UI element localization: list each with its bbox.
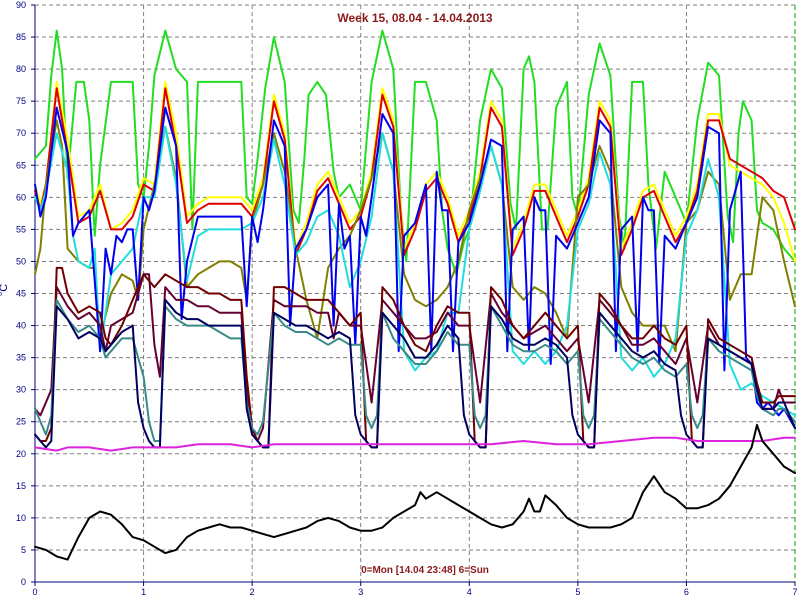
series-line-1 [34,29,796,276]
y-tick-label: 30 [16,385,26,395]
x-tick-label: 7 [792,587,797,597]
x-tick-label: 1 [141,587,146,597]
y-tick-label: 90 [16,0,26,10]
x-tick-label: 6 [684,587,689,597]
series-line-12 [34,423,796,561]
chart-title: Week 15, 08.04 - 14.04.2013 [337,11,493,25]
y-tick-label: 25 [16,417,26,427]
y-tick-label: 75 [16,96,26,106]
y-tick-label: 80 [16,64,26,74]
y-tick-label: 45 [16,289,26,299]
x-tick-label: 5 [575,587,580,597]
x-tick-label: 0 [32,587,37,597]
y-axis-label: °C [0,284,10,296]
series-line-6 [34,106,796,430]
y-tick-label: 65 [16,160,26,170]
y-tick-label: 10 [16,513,26,523]
y-tick-label: 50 [16,256,26,266]
series-line-8 [34,266,796,449]
y-tick-label: 40 [16,321,26,331]
y-tick-label: 5 [21,545,26,555]
x-tick-label: 4 [467,587,472,597]
series-layer [34,29,796,561]
series-line-11 [34,436,796,452]
x-tick-label: 3 [358,587,363,597]
series-line-9 [34,298,796,442]
chart-footer: 0=Mon [14.04 23:48] 6=Sun [361,565,489,576]
y-tick-label: 20 [16,449,26,459]
y-tick-label: 0 [21,577,26,587]
y-tick-label: 15 [16,481,26,491]
series-line-2 [34,80,796,263]
y-tick-label: 55 [16,224,26,234]
y-tick-label: 70 [16,128,26,138]
y-tick-label: 60 [16,192,26,202]
y-tick-label: 35 [16,353,26,363]
y-tick-label: 85 [16,32,26,42]
x-tick-label: 2 [250,587,255,597]
series-line-10 [34,298,796,449]
